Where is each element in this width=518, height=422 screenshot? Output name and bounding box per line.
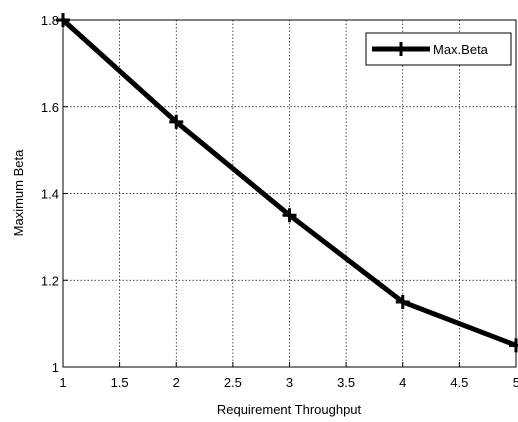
x-tick-label: 3.5 (337, 375, 355, 390)
x-tick-label: 4 (399, 375, 406, 390)
y-axis-label: Maximum Beta (11, 149, 26, 236)
data-point (395, 294, 410, 309)
x-tick-label: 2.5 (224, 375, 242, 390)
data-point (169, 114, 184, 129)
x-tick-label: 2 (173, 375, 180, 390)
x-axis-label: Requirement Throughput (217, 402, 362, 417)
grid-lines (63, 20, 516, 367)
y-tick-label: 1.8 (41, 13, 59, 28)
data-point (282, 208, 297, 223)
legend: Max.Beta (365, 32, 512, 66)
x-tick-label: 1 (59, 375, 66, 390)
y-tick-label: 1.6 (41, 100, 59, 115)
x-ticks: 1 1.5 2 2.5 3 3.5 4 4.5 5 (59, 362, 518, 390)
legend-marker (394, 42, 408, 56)
data-point (56, 13, 70, 27)
y-tick-label: 1.2 (41, 273, 59, 288)
x-tick-label: 3 (286, 375, 293, 390)
x-tick-label: 1.5 (111, 375, 129, 390)
x-tick-label: 4.5 (450, 375, 468, 390)
y-tick-label: 1.4 (41, 187, 59, 202)
x-tick-label: 5 (513, 375, 518, 390)
data-point (509, 338, 518, 353)
legend-label: Max.Beta (433, 42, 489, 57)
series-group (56, 13, 518, 353)
y-ticks: 1 1.2 1.4 1.6 1.8 (41, 13, 68, 375)
y-tick-label: 1 (52, 360, 59, 375)
